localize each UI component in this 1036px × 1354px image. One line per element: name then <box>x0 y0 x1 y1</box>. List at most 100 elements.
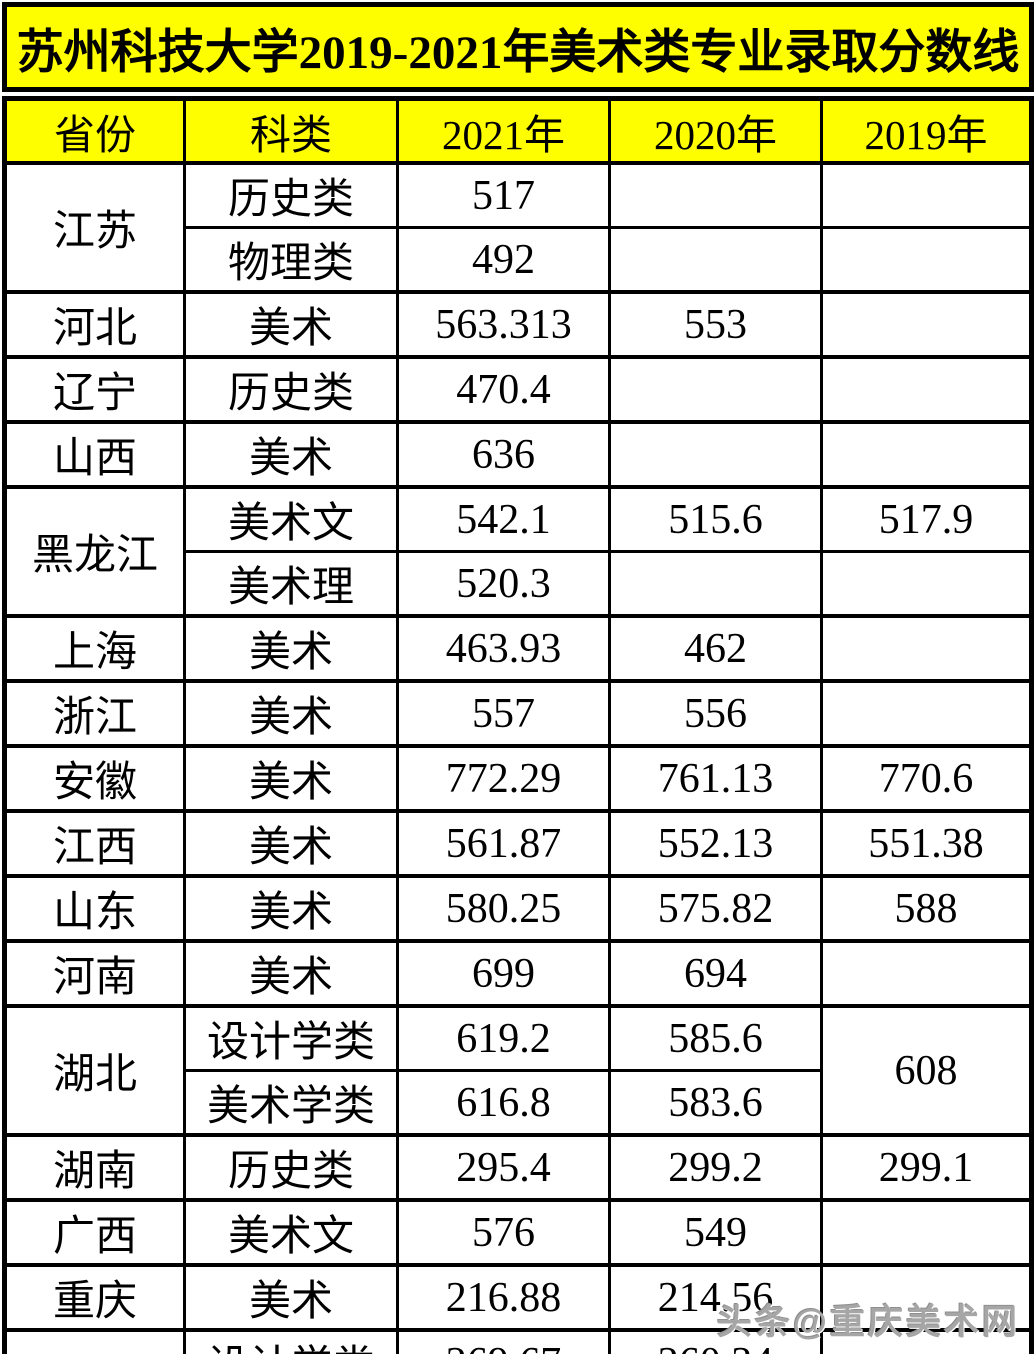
province-cell: 江西 <box>3 809 186 878</box>
province-cell: 重庆 <box>3 1263 186 1332</box>
watermark: 头条@重庆美术网 <box>716 1303 1020 1342</box>
score-cell: 699 <box>396 939 611 1008</box>
province-cell: 广西 <box>3 1198 186 1267</box>
table-header: 省份 科类 2021年 2020年 2019年 <box>3 97 1033 165</box>
category-cell: 美术 <box>183 744 399 813</box>
table-row: 安徽 美术 772.29 761.13 770.6 <box>3 744 1033 813</box>
score-cell: 299.1 <box>820 1133 1033 1202</box>
category-cell: 美术 <box>183 679 399 748</box>
score-cell: 761.13 <box>608 744 823 813</box>
score-cell: 616.8 <box>396 1069 611 1137</box>
score-cell: 542.1 <box>396 485 611 553</box>
score-cell: 770.6 <box>820 744 1033 813</box>
province-cell: 辽宁 <box>3 355 186 424</box>
score-cell: 636 <box>396 420 611 489</box>
province-cell: 山东 <box>3 874 186 943</box>
score-cell: 553 <box>608 290 823 359</box>
header-row: 省份 科类 2021年 2020年 2019年 <box>3 97 1033 165</box>
table-row: 河南 美术 699 694 <box>3 939 1033 1008</box>
column-header-2: 2021年 <box>396 97 611 165</box>
category-cell: 历史类 <box>183 1133 399 1202</box>
score-cell: 517.9 <box>820 485 1033 553</box>
score-cell <box>820 614 1033 683</box>
score-cell: 576 <box>396 1198 611 1267</box>
column-header-1: 科类 <box>183 97 399 165</box>
score-cell: 260.34 <box>608 1328 823 1354</box>
score-cell <box>820 1198 1033 1267</box>
category-cell: 美术 <box>183 1263 399 1332</box>
score-cell: 214.56 <box>608 1263 823 1332</box>
score-cell <box>820 161 1033 229</box>
score-cell: 588 <box>820 874 1033 943</box>
category-cell: 历史类 <box>183 161 399 229</box>
score-cell: 772.29 <box>396 744 611 813</box>
score-cell: 580.25 <box>396 874 611 943</box>
province-cell: 浙江 <box>3 679 186 748</box>
category-cell: 美术文 <box>183 485 399 553</box>
table-row: 江西 美术 561.87 552.13 551.38 <box>3 809 1033 878</box>
scores-table: 省份 科类 2021年 2020年 2019年 江苏 历史类 517 物理类 492 河北 美术 56… <box>2 96 1034 1354</box>
table-row: 湖北 设计学类 619.2 585.6 608 <box>3 1004 1033 1137</box>
province-cell: 河北 <box>3 290 186 359</box>
province-cell: 四川 <box>3 1328 186 1354</box>
category-cell: 历史类 <box>183 355 399 424</box>
score-cell <box>608 226 823 294</box>
category-cell: 美术 <box>183 614 399 683</box>
table-row: 江苏 历史类 517 <box>3 161 1033 294</box>
score-cell <box>820 939 1033 1008</box>
score-cell: 470.4 <box>396 355 611 424</box>
column-header-3: 2020年 <box>608 97 823 165</box>
score-cell: 299.2 <box>608 1133 823 1202</box>
page-title: 苏州科技大学2019-2021年美术类专业录取分数线 <box>2 2 1034 92</box>
category-cell: 美术学类 <box>183 1069 399 1137</box>
table-row: 辽宁 历史类 470.4 <box>3 355 1033 424</box>
score-cell <box>608 161 823 229</box>
score-cell <box>820 550 1033 618</box>
province-cell: 湖北 <box>3 1004 186 1137</box>
table-row: 河北 美术 563.313 553 <box>3 290 1033 359</box>
table-row: 广西 美术文 576 549 <box>3 1198 1033 1267</box>
score-cell: 549 <box>608 1198 823 1267</box>
category-cell: 美术理 <box>183 550 399 618</box>
province-cell: 湖南 <box>3 1133 186 1202</box>
score-cell: 295.4 <box>396 1133 611 1202</box>
score-cell: 619.2 <box>396 1004 611 1072</box>
score-cell: 515.6 <box>608 485 823 553</box>
table-row: 重庆 美术 216.88 214.56 <box>3 1263 1033 1332</box>
table-row: 物理类 492 <box>5 226 1033 294</box>
table-row: 山西 美术 636 <box>3 420 1033 489</box>
province-cell: 山西 <box>3 420 186 489</box>
score-cell <box>820 355 1033 424</box>
table-row: 美术学类 616.8 583.6 <box>5 1069 1032 1137</box>
table-row: 四川设计学类269.67260.34 <box>3 1328 1033 1354</box>
score-cell: 551.38 <box>820 809 1033 878</box>
column-header-0: 省份 <box>3 97 186 165</box>
score-cell <box>820 226 1033 294</box>
category-cell: 设计学类 <box>183 1328 399 1354</box>
table-row: 浙江 美术 557 556 <box>3 679 1033 748</box>
table-row: 山东 美术 580.25 575.82 588 <box>3 874 1033 943</box>
table-row: 湖南 历史类 295.4 299.2 299.1 <box>3 1133 1033 1202</box>
score-cell <box>608 550 823 618</box>
score-cell: 520.3 <box>396 550 611 618</box>
column-header-4: 2019年 <box>820 97 1033 165</box>
score-cell: 556 <box>608 679 823 748</box>
score-cell: 575.82 <box>608 874 823 943</box>
score-cell: 269.67 <box>396 1328 611 1354</box>
province-cell: 江苏 <box>3 161 186 294</box>
score-cell <box>820 420 1033 489</box>
score-cell: 557 <box>396 679 611 748</box>
score-cell: 492 <box>396 226 611 294</box>
score-cell <box>608 420 823 489</box>
score-cell: 463.93 <box>396 614 611 683</box>
province-cell: 河南 <box>3 939 186 1008</box>
score-cell: 608 <box>820 1004 1033 1137</box>
score-cell <box>820 1328 1033 1354</box>
score-cell: 552.13 <box>608 809 823 878</box>
score-cell: 561.87 <box>396 809 611 878</box>
table-row: 美术理 520.3 <box>5 550 1033 618</box>
score-cell <box>820 1263 1033 1332</box>
category-cell: 物理类 <box>183 226 399 294</box>
province-cell: 安徽 <box>3 744 186 813</box>
